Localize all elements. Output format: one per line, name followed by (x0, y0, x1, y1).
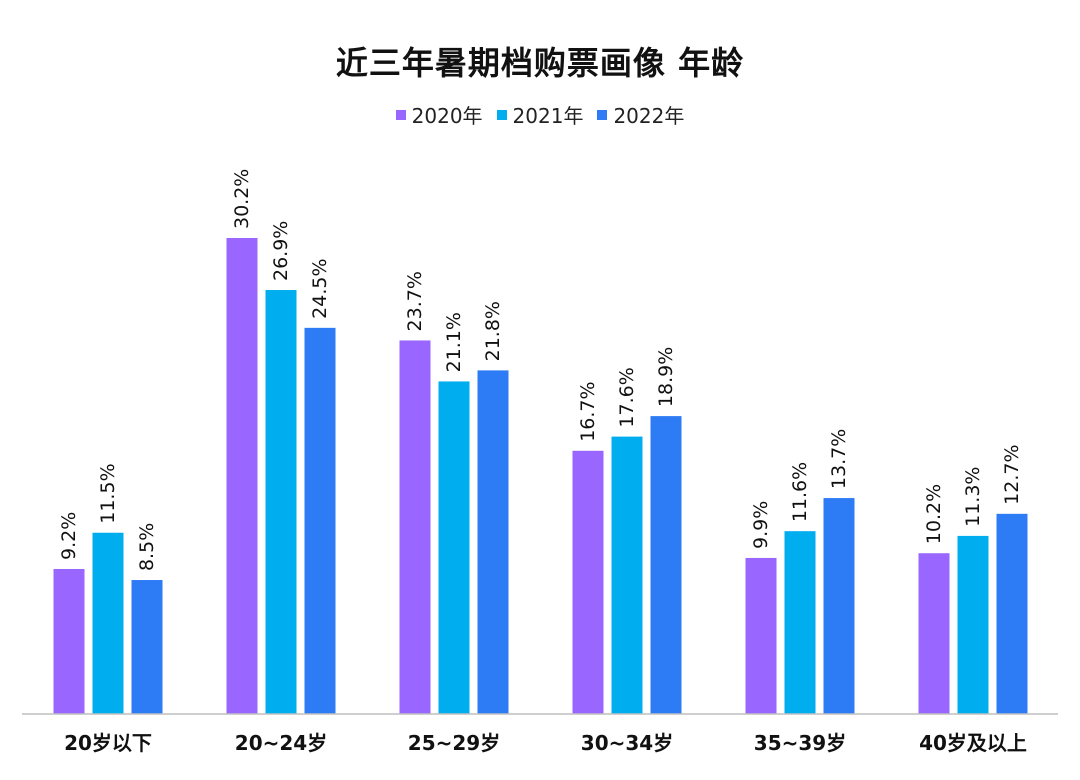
legend-label-2022: 2022年 (613, 104, 685, 128)
bar-2021年-30~34岁 (611, 436, 643, 714)
category-label-3: 30~34岁 (581, 731, 673, 755)
data-label-2021年-20岁以下: 11.5% (97, 463, 119, 523)
bar-2022年-25~29岁 (477, 370, 509, 714)
bar-2022年-20~24岁 (304, 327, 336, 714)
bar-2020年-40岁及以上 (918, 553, 950, 714)
legend-item-2022: 2022年 (597, 100, 684, 129)
legend-label-2020: 2020年 (411, 104, 483, 128)
data-label-2022年-30~34岁: 18.9% (655, 347, 677, 407)
category-labels-group: 20岁以下 20~24岁 25~29岁 30~34岁 35~39岁 40岁及以上 (64, 731, 1027, 755)
data-label-2020年-30~34岁: 16.7% (577, 381, 599, 441)
legend-item-2020: 2020年 (395, 100, 483, 129)
data-label-2022年-25~29岁: 21.8% (482, 301, 504, 361)
legend-swatch-2020 (395, 109, 406, 120)
chart-title: 近三年暑期档购票画像 年龄 (335, 44, 745, 82)
bar-2020年-30~34岁 (572, 450, 604, 714)
bar-2021年-40岁及以上 (957, 535, 989, 714)
bar-2022年-20岁以下 (131, 580, 163, 714)
data-labels-group: 9.2% 11.5% 8.5% 30.2% 26.9% 24.5% 23.7% 21.1% 21… (58, 169, 1023, 571)
category-label-0: 20岁以下 (64, 731, 152, 755)
bar-2021年-35~39岁 (784, 531, 816, 714)
legend-item-2021: 2021年 (496, 100, 584, 129)
data-label-2021年-35~39岁: 11.6% (789, 462, 811, 522)
bar-2022年-35~39岁 (823, 498, 855, 714)
data-label-2022年-40岁及以上: 12.7% (1001, 444, 1023, 504)
bar-2020年-20岁以下 (53, 568, 85, 714)
category-label-4: 35~39岁 (754, 731, 846, 755)
bar-2020年-20~24岁 (226, 238, 258, 714)
data-label-2020年-20~24岁: 30.2% (231, 169, 253, 229)
legend-swatch-2022 (597, 109, 608, 120)
category-label-2: 25~29岁 (408, 731, 500, 755)
category-label-5: 40岁及以上 (919, 731, 1027, 755)
bar-2020年-35~39岁 (745, 557, 777, 714)
data-label-2020年-35~39岁: 9.9% (750, 501, 772, 549)
category-label-1: 20~24岁 (235, 731, 327, 755)
bar-2022年-40岁及以上 (996, 513, 1028, 714)
data-label-2021年-40岁及以上: 11.3% (962, 467, 984, 527)
data-label-2020年-25~29岁: 23.7% (404, 271, 426, 331)
data-label-2022年-20~24岁: 24.5% (309, 258, 331, 318)
bar-2021年-20~24岁 (265, 290, 297, 714)
data-label-2020年-20岁以下: 9.2% (58, 512, 80, 560)
bar-2022年-30~34岁 (650, 416, 682, 714)
data-label-2021年-25~29岁: 21.1% (443, 312, 465, 372)
bar-2021年-25~29岁 (438, 381, 470, 714)
data-label-2022年-35~39岁: 13.7% (828, 429, 850, 489)
bars-group (53, 238, 1028, 714)
legend: 2020年 2021年 2022年 (0, 100, 1080, 129)
legend-swatch-2021 (496, 109, 507, 120)
data-label-2021年-30~34岁: 17.6% (616, 367, 638, 427)
data-label-2022年-20岁以下: 8.5% (136, 523, 158, 571)
bar-2020年-25~29岁 (399, 340, 431, 714)
legend-label-2021: 2021年 (512, 104, 584, 128)
data-label-2020年-40岁及以上: 10.2% (923, 484, 945, 544)
data-label-2021年-20~24岁: 26.9% (270, 221, 292, 281)
bar-2021年-20岁以下 (92, 532, 124, 714)
